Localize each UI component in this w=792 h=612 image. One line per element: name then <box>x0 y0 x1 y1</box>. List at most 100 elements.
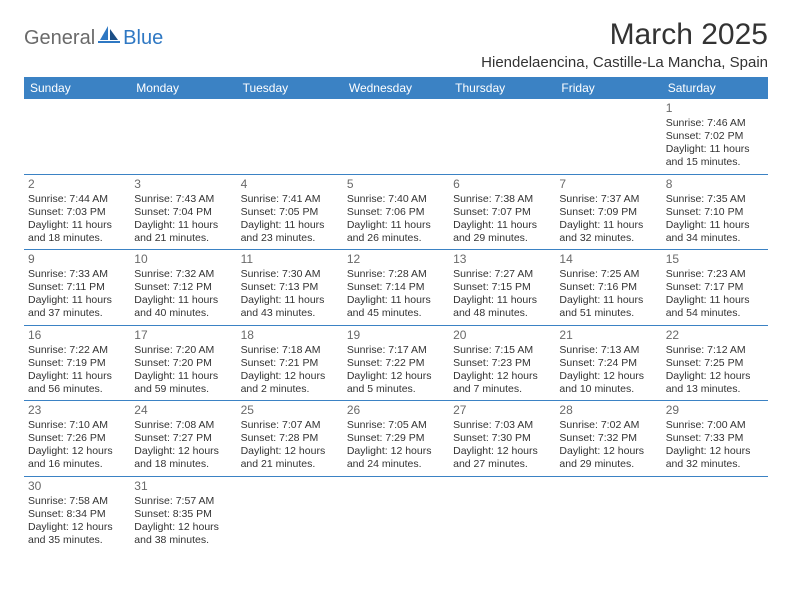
calendar-cell: 16Sunrise: 7:22 AMSunset: 7:19 PMDayligh… <box>24 325 130 401</box>
sunset-text: Sunset: 7:03 PM <box>28 206 126 219</box>
sunrise-text: Sunrise: 7:44 AM <box>28 193 126 206</box>
calendar-cell: 27Sunrise: 7:03 AMSunset: 7:30 PMDayligh… <box>449 401 555 477</box>
day-number: 4 <box>241 177 339 192</box>
sunrise-text: Sunrise: 7:58 AM <box>28 495 126 508</box>
calendar-cell: 6Sunrise: 7:38 AMSunset: 7:07 PMDaylight… <box>449 174 555 250</box>
day-number: 27 <box>453 403 551 418</box>
calendar-cell: 17Sunrise: 7:20 AMSunset: 7:20 PMDayligh… <box>130 325 236 401</box>
day-number: 6 <box>453 177 551 192</box>
daylight-text: Daylight: 12 hours and 18 minutes. <box>134 445 232 471</box>
weekday-header: Wednesday <box>343 77 449 99</box>
sunrise-text: Sunrise: 7:05 AM <box>347 419 445 432</box>
day-number: 15 <box>666 252 764 267</box>
page-title: March 2025 <box>481 18 768 52</box>
sunrise-text: Sunrise: 7:37 AM <box>559 193 657 206</box>
calendar-cell-empty <box>24 99 130 174</box>
sunset-text: Sunset: 7:04 PM <box>134 206 232 219</box>
calendar-cell-empty <box>449 476 555 551</box>
sunrise-text: Sunrise: 7:08 AM <box>134 419 232 432</box>
sunset-text: Sunset: 7:19 PM <box>28 357 126 370</box>
calendar-row: 16Sunrise: 7:22 AMSunset: 7:19 PMDayligh… <box>24 325 768 401</box>
sunset-text: Sunset: 7:12 PM <box>134 281 232 294</box>
sunset-text: Sunset: 7:27 PM <box>134 432 232 445</box>
day-number: 23 <box>28 403 126 418</box>
sunset-text: Sunset: 7:09 PM <box>559 206 657 219</box>
calendar-row: 23Sunrise: 7:10 AMSunset: 7:26 PMDayligh… <box>24 401 768 477</box>
day-number: 19 <box>347 328 445 343</box>
daylight-text: Daylight: 12 hours and 13 minutes. <box>666 370 764 396</box>
sunrise-text: Sunrise: 7:38 AM <box>453 193 551 206</box>
calendar-cell-empty <box>130 99 236 174</box>
day-number: 20 <box>453 328 551 343</box>
calendar-cell-empty <box>237 476 343 551</box>
day-number: 10 <box>134 252 232 267</box>
calendar-cell: 3Sunrise: 7:43 AMSunset: 7:04 PMDaylight… <box>130 174 236 250</box>
sunrise-text: Sunrise: 7:07 AM <box>241 419 339 432</box>
daylight-text: Daylight: 12 hours and 5 minutes. <box>347 370 445 396</box>
daylight-text: Daylight: 11 hours and 56 minutes. <box>28 370 126 396</box>
title-block: March 2025 Hiendelaencina, Castille-La M… <box>481 18 768 71</box>
sunrise-text: Sunrise: 7:12 AM <box>666 344 764 357</box>
sail-icon <box>98 24 120 47</box>
sunset-text: Sunset: 7:15 PM <box>453 281 551 294</box>
calendar-cell: 12Sunrise: 7:28 AMSunset: 7:14 PMDayligh… <box>343 250 449 326</box>
sunset-text: Sunset: 8:35 PM <box>134 508 232 521</box>
day-number: 22 <box>666 328 764 343</box>
sunset-text: Sunset: 7:07 PM <box>453 206 551 219</box>
sunset-text: Sunset: 7:29 PM <box>347 432 445 445</box>
calendar-cell-empty <box>555 99 661 174</box>
sunrise-text: Sunrise: 7:23 AM <box>666 268 764 281</box>
daylight-text: Daylight: 12 hours and 29 minutes. <box>559 445 657 471</box>
weekday-header: Tuesday <box>237 77 343 99</box>
calendar-cell: 1Sunrise: 7:46 AMSunset: 7:02 PMDaylight… <box>662 99 768 174</box>
calendar-cell: 25Sunrise: 7:07 AMSunset: 7:28 PMDayligh… <box>237 401 343 477</box>
daylight-text: Daylight: 11 hours and 18 minutes. <box>28 219 126 245</box>
day-number: 31 <box>134 479 232 494</box>
header: General Blue March 2025 Hiendelaencina, … <box>24 18 768 71</box>
location-text: Hiendelaencina, Castille-La Mancha, Spai… <box>481 54 768 71</box>
sunset-text: Sunset: 7:23 PM <box>453 357 551 370</box>
daylight-text: Daylight: 11 hours and 29 minutes. <box>453 219 551 245</box>
sunset-text: Sunset: 7:30 PM <box>453 432 551 445</box>
weekday-header-row: Sunday Monday Tuesday Wednesday Thursday… <box>24 77 768 99</box>
calendar-cell: 13Sunrise: 7:27 AMSunset: 7:15 PMDayligh… <box>449 250 555 326</box>
calendar-cell: 18Sunrise: 7:18 AMSunset: 7:21 PMDayligh… <box>237 325 343 401</box>
calendar-cell: 26Sunrise: 7:05 AMSunset: 7:29 PMDayligh… <box>343 401 449 477</box>
daylight-text: Daylight: 12 hours and 24 minutes. <box>347 445 445 471</box>
daylight-text: Daylight: 11 hours and 32 minutes. <box>559 219 657 245</box>
calendar-cell: 9Sunrise: 7:33 AMSunset: 7:11 PMDaylight… <box>24 250 130 326</box>
day-number: 28 <box>559 403 657 418</box>
calendar-cell: 7Sunrise: 7:37 AMSunset: 7:09 PMDaylight… <box>555 174 661 250</box>
calendar-row: 30Sunrise: 7:58 AMSunset: 8:34 PMDayligh… <box>24 476 768 551</box>
day-number: 30 <box>28 479 126 494</box>
daylight-text: Daylight: 11 hours and 43 minutes. <box>241 294 339 320</box>
daylight-text: Daylight: 12 hours and 7 minutes. <box>453 370 551 396</box>
calendar-cell: 8Sunrise: 7:35 AMSunset: 7:10 PMDaylight… <box>662 174 768 250</box>
daylight-text: Daylight: 12 hours and 38 minutes. <box>134 521 232 547</box>
calendar-cell-empty <box>237 99 343 174</box>
calendar-row: 2Sunrise: 7:44 AMSunset: 7:03 PMDaylight… <box>24 174 768 250</box>
sunset-text: Sunset: 7:21 PM <box>241 357 339 370</box>
calendar-cell: 2Sunrise: 7:44 AMSunset: 7:03 PMDaylight… <box>24 174 130 250</box>
calendar-row: 1Sunrise: 7:46 AMSunset: 7:02 PMDaylight… <box>24 99 768 174</box>
calendar-cell: 10Sunrise: 7:32 AMSunset: 7:12 PMDayligh… <box>130 250 236 326</box>
day-number: 8 <box>666 177 764 192</box>
calendar-cell: 28Sunrise: 7:02 AMSunset: 7:32 PMDayligh… <box>555 401 661 477</box>
sunrise-text: Sunrise: 7:17 AM <box>347 344 445 357</box>
calendar-body: 1Sunrise: 7:46 AMSunset: 7:02 PMDaylight… <box>24 99 768 551</box>
calendar-cell: 11Sunrise: 7:30 AMSunset: 7:13 PMDayligh… <box>237 250 343 326</box>
sunrise-text: Sunrise: 7:33 AM <box>28 268 126 281</box>
sunrise-text: Sunrise: 7:40 AM <box>347 193 445 206</box>
sunset-text: Sunset: 7:06 PM <box>347 206 445 219</box>
calendar-cell: 5Sunrise: 7:40 AMSunset: 7:06 PMDaylight… <box>343 174 449 250</box>
daylight-text: Daylight: 11 hours and 26 minutes. <box>347 219 445 245</box>
day-number: 3 <box>134 177 232 192</box>
daylight-text: Daylight: 12 hours and 2 minutes. <box>241 370 339 396</box>
sunset-text: Sunset: 7:17 PM <box>666 281 764 294</box>
sunrise-text: Sunrise: 7:32 AM <box>134 268 232 281</box>
calendar-cell: 23Sunrise: 7:10 AMSunset: 7:26 PMDayligh… <box>24 401 130 477</box>
daylight-text: Daylight: 12 hours and 27 minutes. <box>453 445 551 471</box>
sunrise-text: Sunrise: 7:41 AM <box>241 193 339 206</box>
weekday-header: Saturday <box>662 77 768 99</box>
sunrise-text: Sunrise: 7:13 AM <box>559 344 657 357</box>
